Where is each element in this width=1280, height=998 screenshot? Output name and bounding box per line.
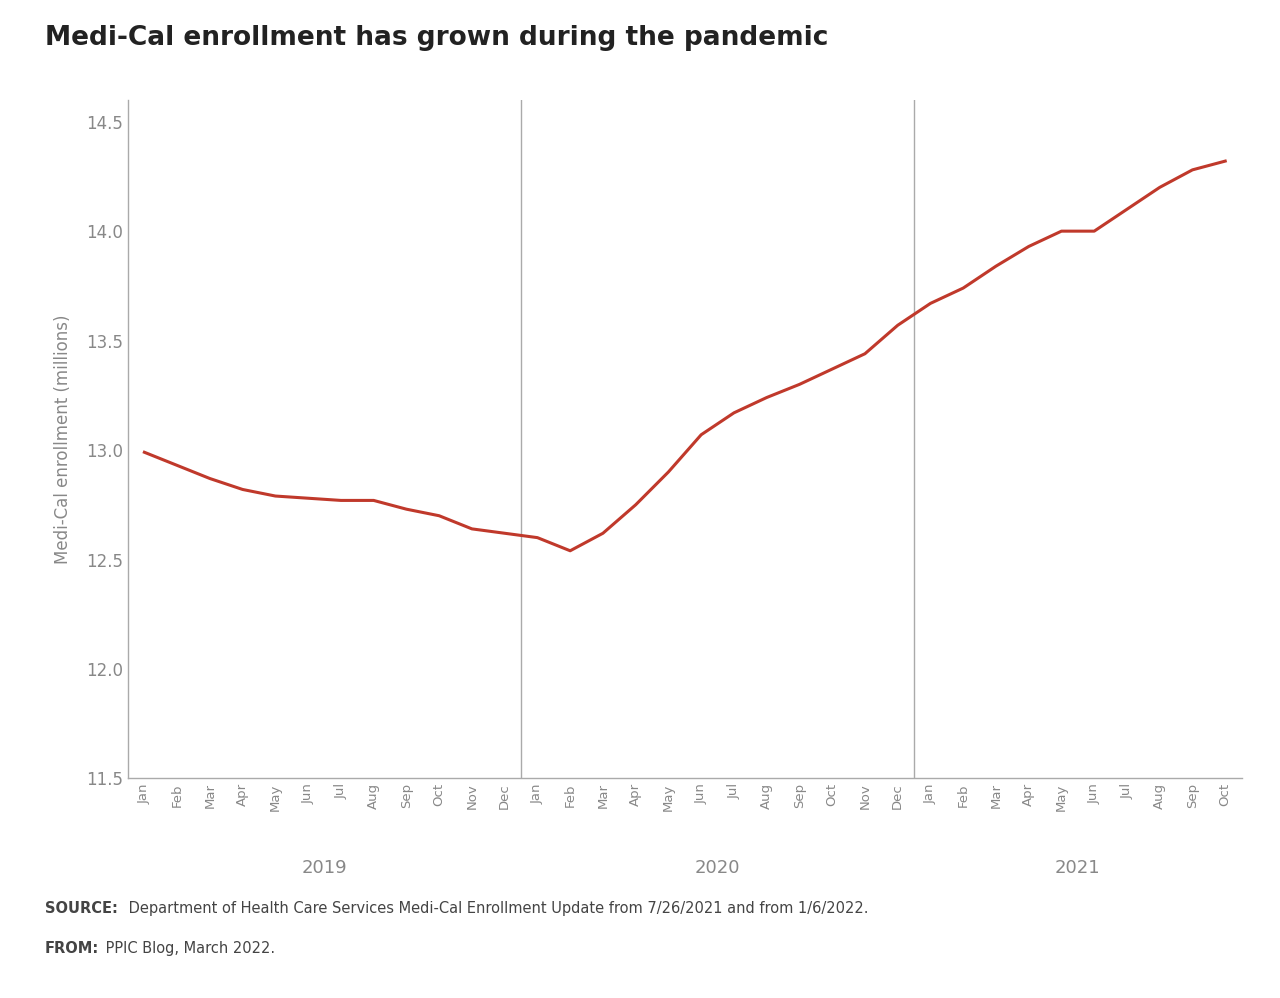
Y-axis label: Medi-Cal enrollment (millions): Medi-Cal enrollment (millions) [54,314,72,564]
Text: PPIC Blog, March 2022.: PPIC Blog, March 2022. [101,941,275,956]
Text: 2021: 2021 [1055,859,1101,877]
Text: 2019: 2019 [302,859,347,877]
Text: 2020: 2020 [695,859,740,877]
Text: SOURCE:: SOURCE: [45,901,118,916]
Text: Medi-Cal enrollment has grown during the pandemic: Medi-Cal enrollment has grown during the… [45,25,828,51]
Text: Department of Health Care Services Medi-Cal Enrollment Update from 7/26/2021 and: Department of Health Care Services Medi-… [124,901,869,916]
Text: FROM:: FROM: [45,941,99,956]
